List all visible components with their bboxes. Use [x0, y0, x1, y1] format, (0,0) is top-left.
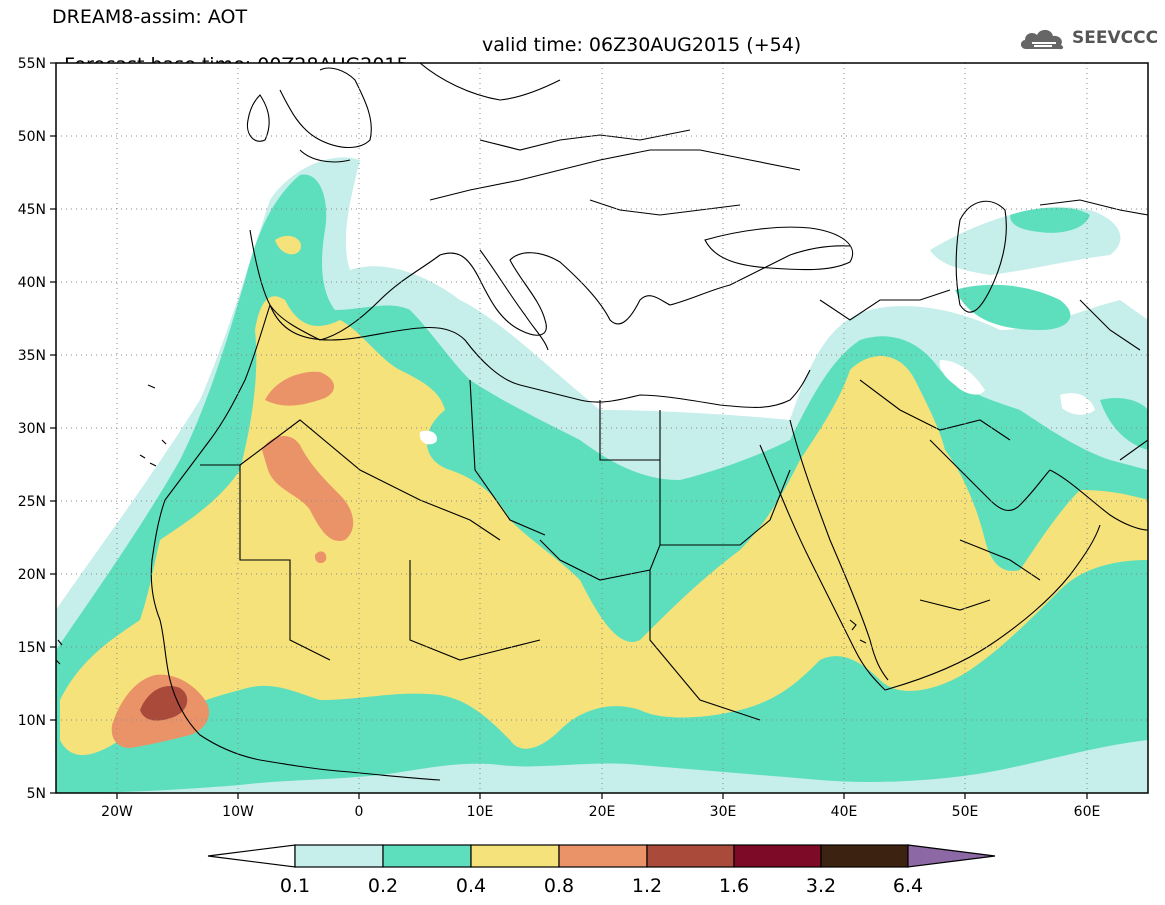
seevccc-logo: SEEVCCC: [1018, 24, 1158, 52]
colorbar-label: 3.2: [806, 875, 836, 897]
lat-labels: 55N 50N 45N 40N 35N 30N 25N 20N 15N 10N …: [18, 56, 46, 802]
colorbar-label: 0.2: [368, 875, 398, 897]
aot-level-0.4: [60, 235, 1148, 755]
lon-label: 30E: [710, 804, 737, 820]
lat-label: 45N: [18, 202, 46, 218]
colorbar-high-arrow: [907, 844, 996, 868]
lat-label: 50N: [18, 129, 46, 145]
gridlines: [56, 63, 1148, 793]
lon-label: 20E: [589, 804, 616, 820]
lat-label: 20N: [18, 567, 46, 583]
valid-time: valid time: 06Z30AUG2015 (+54): [482, 34, 802, 56]
colorbar-swatch-0.8: [558, 844, 648, 868]
colorbar-label: 1.6: [719, 875, 749, 897]
lon-labels: 20W 10W 0 10E 20E 30E 40E 50E 60E: [101, 804, 1100, 820]
lat-label: 5N: [27, 786, 46, 802]
axis-ticks: [50, 62, 1088, 799]
colorbar-label: 0.8: [544, 875, 574, 897]
colorbar-swatch-0.1: [294, 844, 384, 868]
lon-label: 40E: [831, 804, 858, 820]
clear-areas: [419, 360, 1095, 445]
lat-label: 15N: [18, 640, 46, 656]
colorbar-swatch-0.2: [382, 844, 472, 868]
lat-label: 40N: [18, 275, 46, 291]
colorbar-swatch-0.4: [470, 844, 560, 868]
lon-label: 20W: [101, 804, 133, 820]
lat-label: 35N: [18, 348, 46, 364]
colorbar-low-arrow: [207, 844, 296, 868]
lon-label: 10E: [467, 804, 494, 820]
lon-label: 50E: [952, 804, 979, 820]
lat-label: 55N: [18, 56, 46, 72]
map-title: DREAM8-assim: AOT: [52, 6, 248, 28]
colorbar-swatch-1.6: [733, 844, 822, 868]
colorbar-label: 6.4: [893, 875, 923, 897]
lon-label: 0: [355, 804, 364, 820]
colorbar-swatch-1.2: [646, 844, 735, 868]
cloud-icon: [1020, 29, 1064, 50]
lat-label: 25N: [18, 494, 46, 510]
colorbar-labels: 0.1 0.2 0.4 0.8 1.2 1.6 3.2 6.4: [280, 875, 923, 897]
lat-label: 30N: [18, 421, 46, 437]
colorbar-label: 1.2: [632, 875, 662, 897]
colorbar-swatch-3.2: [820, 844, 909, 868]
logo-text: SEEVCCC: [1072, 28, 1159, 48]
colorbar-label: 0.4: [456, 875, 486, 897]
colorbar: [207, 844, 996, 868]
lon-label: 60E: [1074, 804, 1101, 820]
lon-label: 10W: [222, 804, 254, 820]
lat-label: 10N: [18, 713, 46, 729]
aot-level-1.2: [140, 686, 188, 721]
colorbar-label: 0.1: [280, 875, 310, 897]
